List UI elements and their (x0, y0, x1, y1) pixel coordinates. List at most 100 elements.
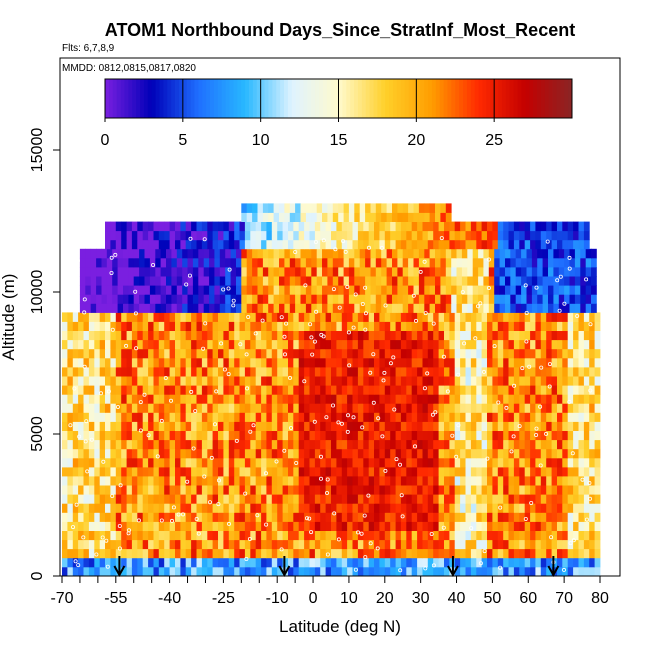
heatmap-cell (83, 557, 90, 568)
heatmap-cell (470, 512, 477, 522)
heatmap-cell (460, 321, 466, 331)
heatmap-cell (142, 394, 149, 404)
heatmap-cell (128, 285, 135, 295)
heatmap-cell (418, 303, 425, 313)
heatmap-cell (218, 566, 224, 577)
heatmap-cell (175, 439, 181, 450)
heatmap-cell (234, 548, 240, 559)
heatmap-cell (408, 203, 414, 213)
heatmap-cell (164, 466, 170, 477)
heatmap-cell (99, 530, 106, 541)
heatmap-cell (153, 503, 160, 513)
heatmap-cell (368, 566, 375, 577)
heatmap-cell (105, 312, 111, 322)
heatmap-cell (497, 457, 504, 468)
heatmap-cell (169, 566, 176, 577)
heatmap-cell (137, 503, 144, 513)
heatmap-cell (67, 548, 74, 559)
heatmap-cell (164, 566, 170, 577)
heatmap-cell (273, 257, 280, 268)
heatmap-cell (196, 557, 203, 568)
heatmap-cell (400, 357, 407, 368)
heatmap-cell (589, 439, 595, 450)
heatmap-cell (589, 339, 595, 350)
heatmap-cell (255, 457, 262, 468)
colorbar-segment (287, 79, 293, 118)
heatmap-cell (341, 448, 348, 459)
heatmap-cell (487, 539, 493, 550)
heatmap-cell (375, 303, 382, 313)
heatmap-cell (354, 276, 361, 286)
heatmap-cell (357, 312, 364, 322)
heatmap-cell (94, 466, 101, 477)
sample-point (209, 455, 214, 460)
heatmap-cell (546, 221, 552, 232)
heatmap-cell (255, 548, 262, 559)
heatmap-cell (363, 557, 370, 568)
heatmap-cell (562, 566, 569, 577)
heatmap-cell (94, 339, 101, 350)
heatmap-cell (209, 276, 215, 286)
heatmap-cell (142, 221, 149, 232)
heatmap-cell (158, 548, 165, 559)
heatmap-cell (180, 230, 187, 241)
heatmap-cell (255, 330, 262, 341)
heatmap-cell (451, 285, 457, 295)
heatmap-cell (266, 439, 273, 450)
heatmap-cell (115, 312, 122, 322)
heatmap-cell (417, 385, 423, 395)
heatmap-cell (406, 339, 413, 350)
heatmap-cell (433, 503, 439, 513)
heatmap-cell (94, 448, 101, 459)
heatmap-cell (449, 330, 456, 341)
heatmap-cell (131, 330, 138, 341)
heatmap-cell (234, 466, 240, 477)
heatmap-cell (115, 494, 122, 504)
heatmap-cell (191, 548, 197, 559)
heatmap-cell (288, 466, 294, 477)
heatmap-cell (88, 394, 95, 404)
heatmap-cell (234, 557, 240, 568)
heatmap-cell (314, 385, 321, 395)
heatmap-cell (427, 339, 434, 350)
heatmap-cell (316, 285, 323, 295)
heatmap-cell (374, 539, 380, 550)
colorbar-segment (486, 79, 491, 118)
heatmap-cell (261, 548, 267, 559)
heatmap-cell (142, 412, 149, 422)
heatmap-cell (88, 539, 95, 550)
sample-point (492, 344, 497, 349)
heatmap-cell (567, 394, 574, 404)
sample-point (124, 343, 129, 348)
sample-point (155, 454, 160, 459)
heatmap-cell (164, 312, 170, 322)
heatmap-cell (99, 512, 106, 522)
heatmap-cell (413, 294, 420, 304)
heatmap-cell (381, 267, 387, 277)
heatmap-cell (363, 503, 370, 513)
heatmap-cell (390, 494, 396, 504)
heatmap-cell (142, 430, 149, 441)
heatmap-cell (250, 421, 257, 431)
heatmap-cell (293, 348, 300, 359)
heatmap-cell (562, 557, 569, 568)
heatmap-cell (96, 248, 102, 259)
heatmap-cell (244, 239, 251, 250)
heatmap-cell (279, 294, 285, 304)
heatmap-cell (460, 230, 466, 241)
heatmap-cell (78, 512, 84, 522)
sample-point (345, 413, 350, 418)
heatmap-cell (331, 485, 337, 495)
heatmap-cell (460, 376, 466, 386)
heatmap-cell (537, 303, 543, 313)
heatmap-cell (497, 476, 504, 486)
heatmap-cell (390, 230, 396, 241)
heatmap-cell (540, 403, 547, 413)
heatmap-cell (481, 466, 488, 477)
heatmap-cell (201, 430, 208, 441)
heatmap-cell (261, 412, 267, 422)
heatmap-cell (374, 339, 380, 350)
heatmap-cell (88, 430, 95, 441)
heatmap-cell (488, 294, 495, 304)
heatmap-cell (298, 348, 305, 359)
